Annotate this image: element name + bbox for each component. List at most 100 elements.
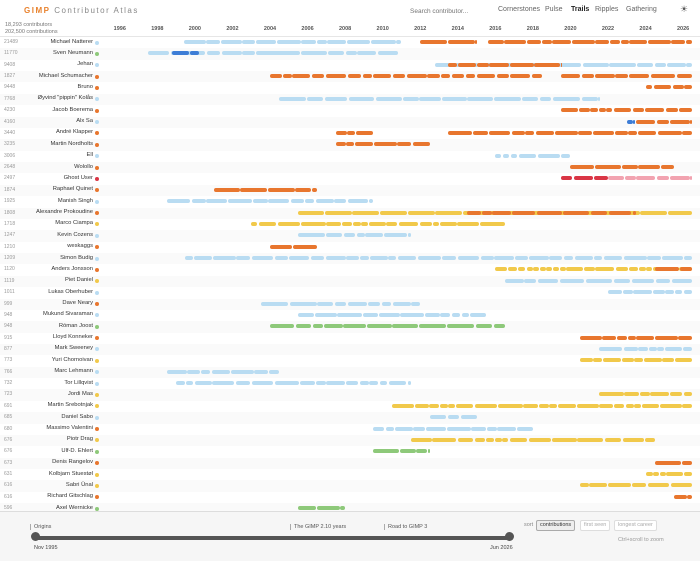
nav-trails[interactable]: Trails (571, 6, 590, 13)
contributor-name[interactable]: Mukund Sivaraman (43, 311, 93, 318)
nav-cornerstones[interactable]: Cornerstones (498, 6, 541, 13)
contributor-name[interactable]: Kevin Cozens (57, 231, 93, 238)
contributor-name[interactable]: Marco Ciampa (55, 220, 93, 227)
era-gimp-210[interactable]: The GIMP 2.10 years (290, 524, 346, 530)
contributor-name[interactable]: Róman Joost (58, 322, 93, 329)
contributor-row[interactable]: 948 Mukund Sivaraman (0, 310, 700, 321)
contributor-row[interactable]: 616 Richard Gitschlag (0, 492, 700, 503)
contributor-name[interactable]: Lloyd Konneker (52, 334, 93, 341)
contributor-name[interactable]: Manish Singh (57, 197, 93, 204)
contributor-row[interactable]: 596 Axel Wernicke (0, 503, 700, 511)
contributor-name[interactable]: Michael Natterer (50, 38, 93, 45)
contributor-name[interactable]: Ulf-D. Ehlert (61, 447, 93, 454)
contributor-name[interactable]: Raphael Quinet (52, 186, 93, 193)
contributor-name[interactable]: Lukas Oberhuber (48, 288, 93, 295)
contributor-name[interactable]: Sabri Ünal (65, 481, 93, 488)
contributor-name[interactable]: Ghost User (63, 174, 93, 181)
contributor-name[interactable]: Wolollo (74, 163, 93, 170)
contributor-name[interactable]: Martin Nordholts (50, 140, 93, 147)
contributor-row[interactable]: 915 Lloyd Konneker (0, 333, 700, 344)
contributor-row[interactable]: 631 Kolbjarn Stuestøl (0, 469, 700, 480)
contributor-row[interactable]: 3235 Martin Nordholts (0, 139, 700, 151)
contributor-row[interactable]: 3006 Ell (0, 151, 700, 162)
nav-pulse[interactable]: Pulse (545, 6, 563, 13)
contributor-row[interactable]: 691 Martin Srebotnjak (0, 401, 700, 412)
contributor-row[interactable]: 7768 Øyvind "pippin" Kolås (0, 93, 700, 106)
contributor-name[interactable]: Martin Srebotnjak (47, 402, 93, 409)
contributor-name[interactable]: weskaggs (67, 243, 93, 250)
contributor-row[interactable]: 999 Dave Neary (0, 298, 700, 310)
contributor-row[interactable]: 2648 Wolollo (0, 162, 700, 174)
contributor-name[interactable]: Massimo Valentini (46, 425, 93, 432)
contributor-row[interactable]: 3440 André Klapper (0, 128, 700, 139)
contributor-name[interactable]: Jehan (77, 61, 93, 68)
nav-gathering[interactable]: Gathering (626, 6, 657, 13)
contributor-row[interactable]: 723 Jordi Mas (0, 389, 700, 401)
contributor-name[interactable]: Richard Gitschlag (47, 493, 93, 500)
contributor-row[interactable]: 732 Tor Lillqvist (0, 378, 700, 389)
contributor-name[interactable]: Denis Rangelov (52, 459, 93, 466)
contributor-name[interactable]: Piet Daniel (64, 277, 93, 284)
contributor-row[interactable]: 680 Massimo Valentini (0, 424, 700, 435)
contributor-row[interactable]: 676 Piotr Drag (0, 434, 700, 447)
contributor-name[interactable]: Mark Sweeney (54, 345, 93, 352)
nav-ripples[interactable]: Ripples (595, 6, 619, 13)
contributor-row[interactable]: 773 Yuri Chornoivan (0, 355, 700, 366)
contributor-row[interactable]: 1247 Kevin Cozens (0, 230, 700, 242)
contributor-name[interactable]: Bruno (77, 83, 93, 90)
contributor-row[interactable]: 4160 Alx Sa (0, 116, 700, 128)
contributor-row[interactable]: 2497 Ghost User (0, 173, 700, 184)
contributor-name[interactable]: Alexandre Prokoudine (35, 209, 93, 216)
sort-contributions-button[interactable]: contributions (536, 520, 576, 531)
contributor-name[interactable]: Marc Lehmann (54, 368, 93, 375)
contributor-row[interactable]: 1808 Alexandre Prokoudine (0, 207, 700, 219)
contributor-name[interactable]: Tor Lillqvist (64, 379, 93, 386)
search-input[interactable] (410, 5, 486, 17)
contributor-row[interactable]: 1119 Piet Daniel (0, 275, 700, 288)
contributor-row[interactable]: 4230 Jacob Boerema (0, 105, 700, 116)
contributor-name[interactable]: Sven Neumann (53, 49, 93, 56)
contributor-row[interactable]: 1120 Anders Jonsson (0, 264, 700, 275)
contributor-row[interactable]: 1210 weskaggs (0, 242, 700, 253)
contributor-row[interactable]: 1925 Manish Singh (0, 196, 700, 207)
contributor-row[interactable]: 9448 Bruno (0, 82, 700, 93)
contributor-name[interactable]: Daniel Sabo (61, 413, 93, 420)
contributor-row[interactable]: 1874 Raphael Quinet (0, 184, 700, 197)
contributor-name[interactable]: Anders Jonsson (51, 265, 93, 272)
theme-toggle-sun-icon[interactable]: ☀ (680, 4, 689, 14)
contributor-name[interactable]: Dave Neary (62, 300, 93, 306)
contributor-name[interactable]: Yuri Chornoivan (51, 356, 93, 363)
contributor-name[interactable]: Michael Schumacher (38, 72, 93, 79)
contributor-row[interactable]: 1209 Simon Budig (0, 253, 700, 265)
contributor-name[interactable]: Kolbjarn Stuestøl (48, 470, 93, 477)
contributor-row[interactable]: 673 Denis Rangelov (0, 457, 700, 470)
contributor-name[interactable]: André Klapper (55, 129, 93, 136)
contributor-row[interactable]: 11770 Sven Neumann (0, 48, 700, 60)
contributor-row[interactable]: 9408 Jehan (0, 60, 700, 71)
era-origins[interactable]: Origins (30, 524, 51, 530)
contributor-row[interactable]: 948 Róman Joost (0, 321, 700, 333)
sort-first-seen-button[interactable]: first seen (580, 520, 611, 531)
contributor-row[interactable]: 1827 Michael Schumacher (0, 71, 700, 83)
contributor-row[interactable]: 766 Marc Lehmann (0, 366, 700, 379)
contributor-name[interactable]: Øyvind "pippin" Kolås (37, 95, 93, 102)
contributor-name[interactable]: Jacob Boerema (52, 106, 93, 113)
era-road-to-gimp3[interactable]: Road to GIMP 3 (384, 524, 427, 530)
contributor-row[interactable]: 877 Mark Sweeney (0, 343, 700, 356)
contributor-name[interactable]: Simon Budig (60, 254, 93, 261)
contributor-name[interactable]: Jordi Mas (67, 390, 93, 397)
time-range-slider[interactable] (36, 536, 510, 540)
contributor-name[interactable]: Ell (86, 152, 93, 159)
sort-longest-career-button[interactable]: longest career (614, 520, 657, 531)
slider-start-handle[interactable] (31, 532, 40, 541)
contributor-row[interactable]: 616 Sabri Ünal (0, 480, 700, 492)
contributor-row[interactable]: 676 Ulf-D. Ehlert (0, 446, 700, 457)
contributor-name[interactable]: Piotr Drag (66, 436, 93, 443)
contributor-row[interactable]: 1011 Lukas Oberhuber (0, 287, 700, 298)
contributor-row[interactable]: 21489 Michael Natterer (0, 37, 700, 48)
contributor-name[interactable]: Alx Sa (76, 118, 93, 125)
contributor-row[interactable]: 685 Daniel Sabo (0, 412, 700, 424)
slider-end-handle[interactable] (505, 532, 514, 541)
contributor-row[interactable]: 1718 Marco Ciampa (0, 219, 700, 230)
contributor-name[interactable]: Axel Wernicke (56, 504, 93, 511)
